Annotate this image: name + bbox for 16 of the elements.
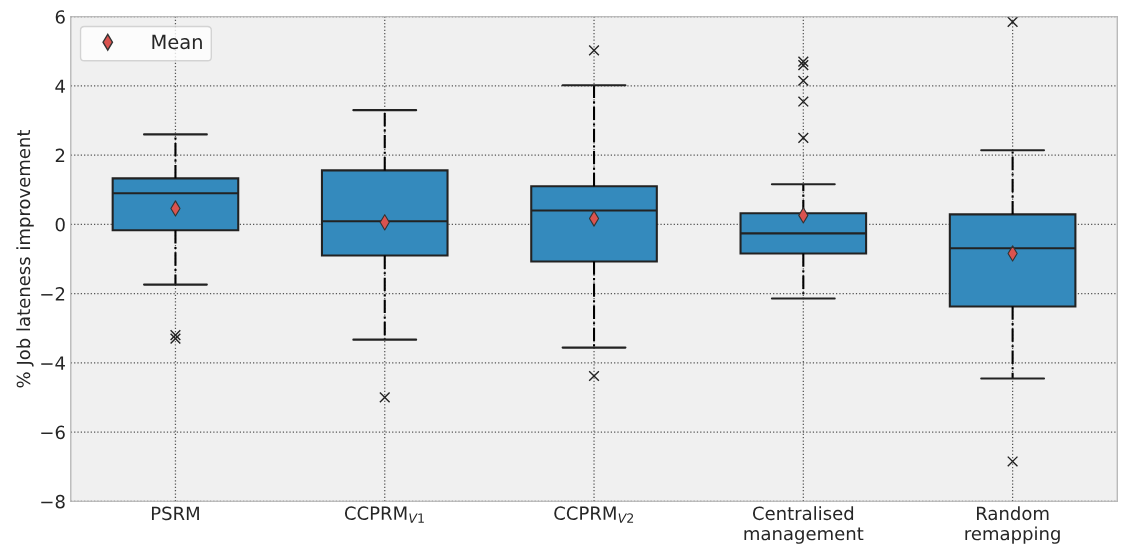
y-tick-label: 6 — [55, 10, 65, 24]
y-axis-title: % Job lateness improvement — [16, 129, 34, 388]
x-tick-label: Random remapping — [965, 506, 1060, 544]
y-tick-label: −6 — [41, 425, 65, 440]
y-tick-label: 2 — [55, 148, 65, 163]
point — [588, 210, 600, 227]
x-tick-label: CCPRM$_{V1}$ — [344, 506, 424, 523]
y-tick-label: −4 — [41, 356, 65, 370]
y-tick-label: −8 — [41, 494, 65, 509]
x-tick-label: Centralised management — [744, 506, 864, 544]
x-tick-label: PSRM — [151, 506, 199, 521]
legend-label: Mean — [152, 34, 202, 50]
x-tick-label: CCPRM$_{V2}$ — [554, 506, 634, 523]
y-tick-label: 0 — [55, 217, 65, 232]
y-tick-label: −2 — [41, 287, 65, 301]
y-tick-label: 4 — [55, 79, 65, 93]
